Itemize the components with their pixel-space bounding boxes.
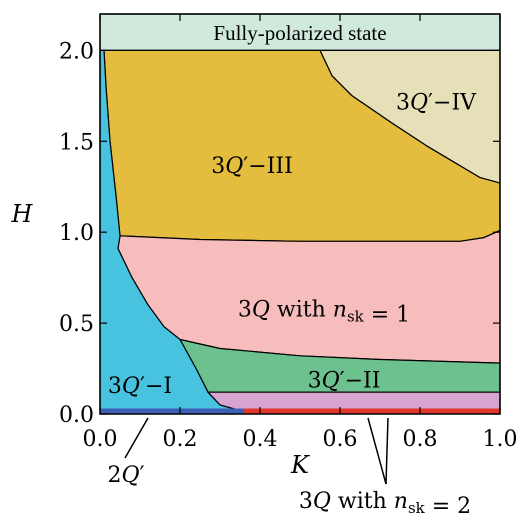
- annotation-pointer-3q-1: [385, 417, 389, 485]
- region-label-2: 3Q′−III: [211, 154, 293, 179]
- x-tick-label: 0.8: [403, 427, 438, 452]
- y-tick-label: 0.5: [59, 312, 94, 337]
- y-axis-label: H: [11, 200, 34, 228]
- axis-ticks: 0.0 0.2 0.4 0.6 0.8 1.0 0.0 0.5 1.0 1.5 2.0: [59, 14, 518, 452]
- annotation-pointer-3q-0: [367, 417, 387, 485]
- annotations: 2Q′ 3Q with nsk = 2: [107, 417, 471, 517]
- region-label-4: 3Q′−II: [308, 368, 381, 393]
- region-3q-nsk-2-pink: [207, 391, 501, 411]
- x-tick-label: 1.0: [483, 427, 518, 452]
- x-tick-label: 0.4: [243, 427, 278, 452]
- region-label-3: 3Q with nsk = 1: [238, 298, 410, 328]
- x-tick-label: 0.6: [323, 427, 358, 452]
- y-tick-label: 2.0: [59, 39, 94, 64]
- x-tick-label: 0.0: [83, 427, 118, 452]
- x-axis-label: K: [290, 451, 311, 479]
- region-2q-prime-band: [100, 408, 244, 414]
- plot-frame: [99, 13, 501, 415]
- annotation-pointer-2q: [124, 417, 149, 459]
- region-label-5: 3Q′−I: [108, 374, 172, 399]
- region-3q-nsk-2-red: [244, 408, 500, 414]
- annotation-label-2q: 2Q′: [107, 463, 144, 488]
- y-tick-label: 0.0: [59, 403, 94, 428]
- x-tick-label: 0.2: [163, 427, 198, 452]
- region-labels: Fully-polarized state 3Q′−IV 3Q′−III 3Q wit…: [108, 21, 477, 399]
- y-tick-label: 1.5: [59, 130, 94, 155]
- phase-regions: [99, 13, 501, 414]
- region-label-1: 3Q′−IV: [396, 90, 477, 115]
- region-label-0: Fully-polarized state: [213, 21, 386, 45]
- y-tick-label: 1.0: [59, 221, 94, 246]
- annotation-label-3q-nsk2: 3Q with nsk = 2: [299, 489, 471, 517]
